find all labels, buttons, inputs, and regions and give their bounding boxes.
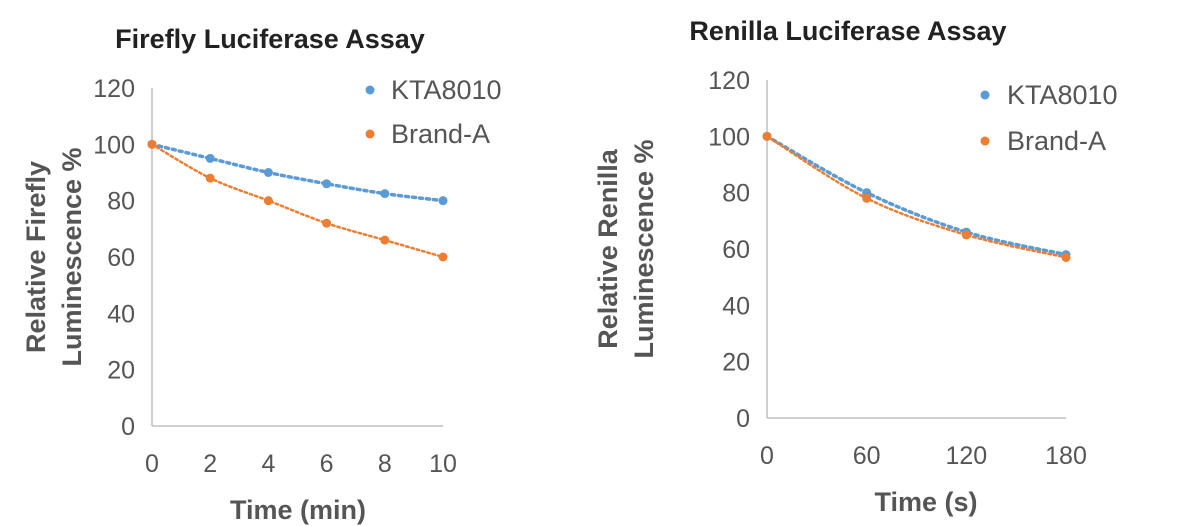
series-kta8010 (147, 139, 448, 206)
data-point (147, 139, 157, 149)
legend-marker (365, 85, 375, 95)
data-point (961, 230, 971, 240)
data-point (263, 196, 273, 206)
y-tick-label: 40 (107, 300, 135, 328)
y-tick-label: 40 (722, 292, 750, 320)
data-point (263, 168, 273, 177)
y-axis-title-line: Relative Renilla (593, 148, 623, 349)
data-point (322, 218, 332, 228)
trendline (765, 135, 1068, 259)
y-tick-label: 100 (708, 123, 750, 151)
y-tick-label: 20 (107, 357, 135, 385)
y-tick-label: 0 (736, 405, 750, 433)
trendline (150, 142, 445, 203)
data-point (205, 153, 215, 163)
trendline (150, 143, 445, 259)
x-tick-label: 2 (203, 450, 217, 478)
legend-label: Brand-A (1007, 126, 1106, 156)
y-tick-label: 80 (107, 188, 135, 216)
data-point (205, 173, 215, 183)
data-point (438, 252, 448, 262)
chart-1: Firefly Luciferase Assay 0 20 40 60 80 100 120 0… (21, 24, 502, 525)
y-tick-label: 100 (93, 131, 135, 159)
data-point (1061, 252, 1071, 262)
y-tick-label: 60 (722, 236, 750, 264)
chart-2: Renilla Luciferase Assay 0 20 40 60 80 100 120 0… (593, 16, 1118, 517)
legend-marker (365, 129, 375, 139)
y-tick-label: 60 (107, 244, 135, 272)
y-axis-title-line: Relative Firefly (21, 161, 51, 353)
trendline (765, 134, 1068, 257)
legend: KTA8010 Brand-A (980, 80, 1118, 156)
data-point (380, 235, 390, 245)
series-brand-a (762, 131, 1071, 262)
y-tick-label: 0 (121, 413, 135, 441)
legend: KTA8010 Brand-A (365, 75, 502, 149)
legend-label: Brand-A (391, 119, 490, 149)
legend-marker (980, 90, 990, 100)
y-tick-label: 120 (708, 67, 750, 95)
x-tick-label: 6 (320, 450, 334, 478)
data-point (380, 189, 390, 199)
x-tick-label: 8 (378, 450, 392, 478)
x-tick-label: 120 (945, 442, 987, 470)
y-tick-label: 120 (93, 75, 135, 103)
x-axis-title: Time (min) (230, 495, 366, 525)
x-axis-title: Time (s) (874, 487, 977, 517)
chart-title: Renilla Luciferase Assay (689, 16, 1006, 46)
chart-title: Firefly Luciferase Assay (115, 24, 425, 54)
x-tick-label: 0 (760, 442, 774, 470)
x-tick-label: 10 (429, 450, 457, 478)
x-tick-label: 0 (145, 450, 159, 478)
y-axis-title-line: Luminescence % (57, 147, 87, 366)
x-tick-label: 4 (261, 450, 275, 478)
x-tick-label: 180 (1045, 442, 1087, 470)
legend-label: KTA8010 (391, 75, 502, 105)
data-point (862, 193, 872, 203)
y-tick-label: 80 (722, 180, 750, 208)
data-point (438, 196, 448, 206)
x-tick-label: 60 (853, 442, 881, 470)
data-point (762, 131, 772, 141)
y-axis-title-line: Luminescence % (629, 139, 659, 358)
y-tick-label: 20 (722, 349, 750, 377)
series-brand-a (147, 139, 448, 262)
data-point (322, 179, 332, 189)
legend-label: KTA8010 (1007, 80, 1118, 110)
legend-marker (980, 136, 990, 146)
